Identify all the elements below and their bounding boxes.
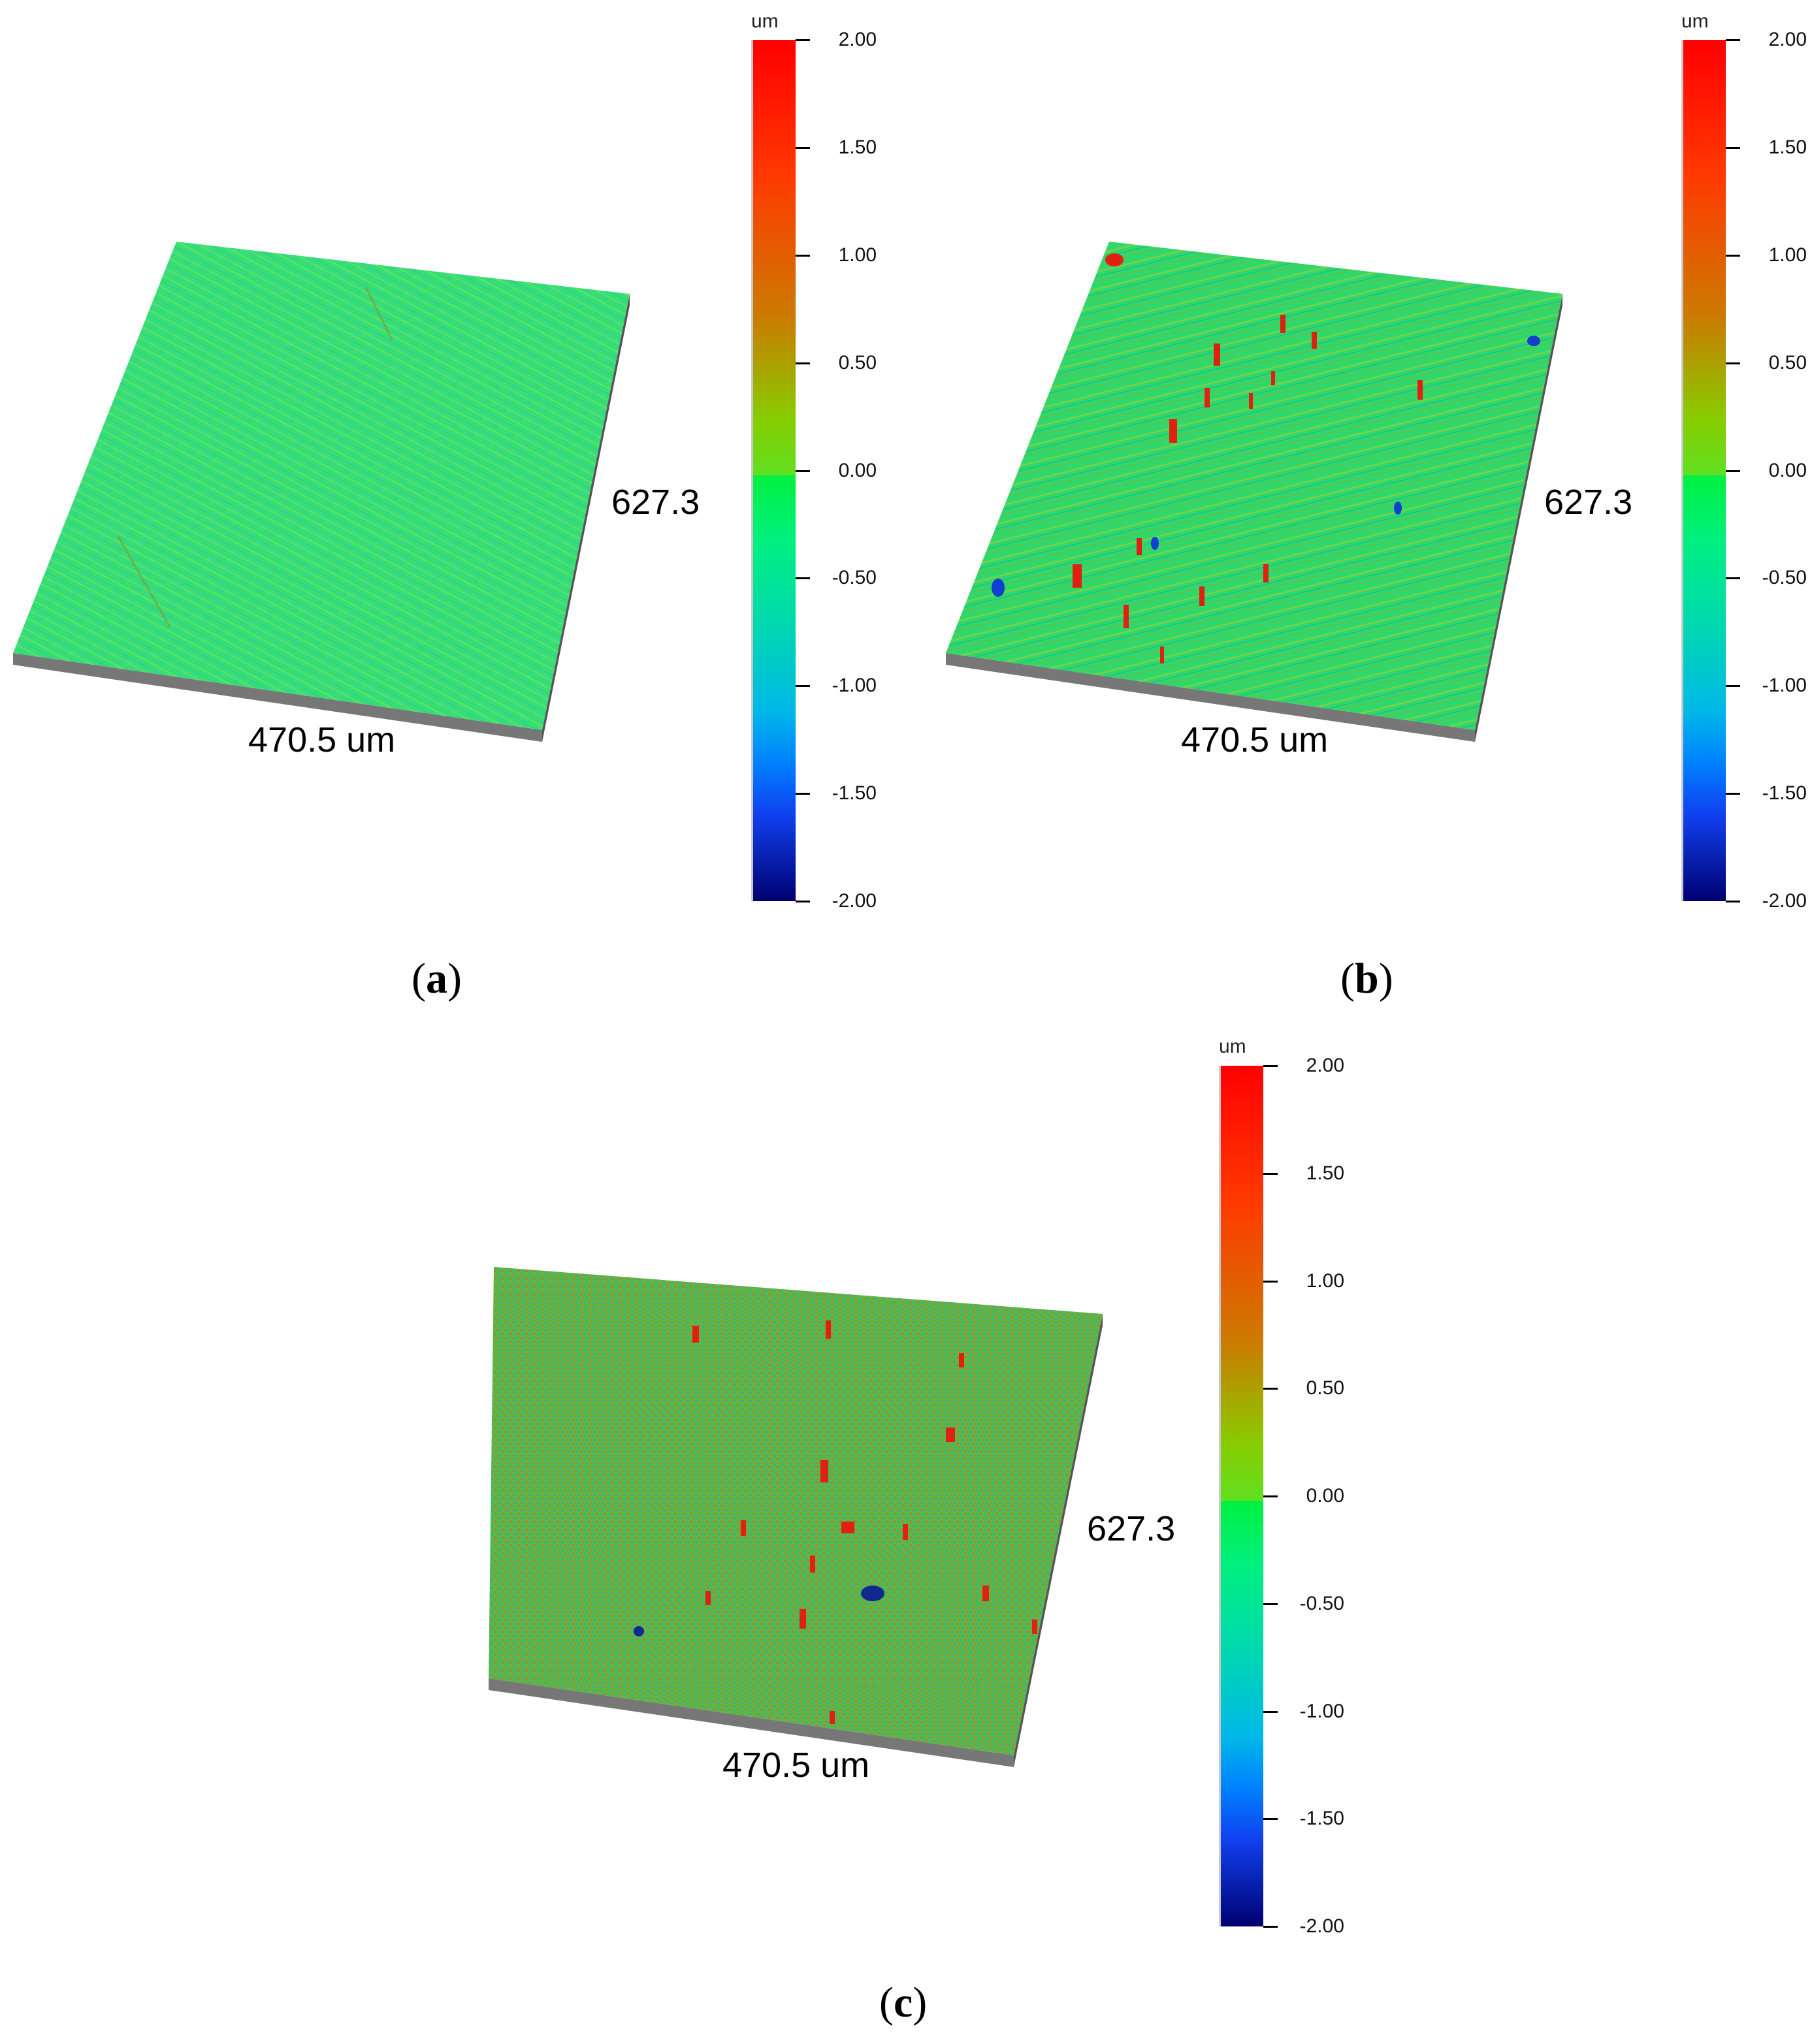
colorbar-tick bbox=[1263, 1926, 1278, 1928]
colorbar-tick bbox=[1726, 470, 1740, 472]
length-label-c: 627.3 bbox=[1087, 1509, 1176, 1548]
colorbar-tick bbox=[1726, 254, 1740, 257]
colorbar-tick-label: 1.50 bbox=[1768, 136, 1807, 158]
peaks-c bbox=[692, 1320, 1037, 1724]
colorbar-tick bbox=[1726, 685, 1740, 688]
colorbar-tick-label: 1.00 bbox=[1306, 1270, 1344, 1292]
colorbar-tick bbox=[1726, 901, 1740, 902]
colorbar-tick bbox=[796, 39, 810, 41]
width-label-a: 470.5 um bbox=[248, 720, 396, 759]
colorbar-tick bbox=[1263, 1065, 1278, 1067]
colorbar-tick-label: -1.00 bbox=[832, 675, 877, 697]
colorbar-tick-label: 1.00 bbox=[1768, 244, 1807, 266]
caption-a: (a) bbox=[412, 955, 462, 1002]
colorbar-tick-label: -1.50 bbox=[1762, 782, 1807, 805]
colorbar-tick-label: 0.50 bbox=[1306, 1377, 1344, 1399]
colorbar-tick bbox=[1263, 1603, 1278, 1605]
caption-c: (c) bbox=[879, 1979, 928, 2026]
colorbar-tick-label: -0.50 bbox=[1299, 1592, 1344, 1614]
colorbar-tick bbox=[1726, 577, 1740, 580]
colorbar-tick bbox=[796, 685, 810, 688]
width-label-b: 470.5 um bbox=[1181, 720, 1329, 759]
width-label-c: 470.5 um bbox=[722, 1746, 870, 1785]
colorbar-tick-label: -1.50 bbox=[1299, 1808, 1344, 1830]
colorbar-tick-label: 1.00 bbox=[838, 244, 877, 266]
colorbar-tick-label: 2.00 bbox=[838, 29, 877, 50]
caption-b: (b) bbox=[1340, 955, 1393, 1002]
colorbar-tick bbox=[1263, 1388, 1278, 1390]
peaks-b bbox=[1073, 253, 1423, 663]
colorbar-tick-label: -2.00 bbox=[832, 890, 877, 912]
colorbar-tick-label: -2.00 bbox=[1299, 1915, 1344, 1937]
colorbar-tick-label: 1.50 bbox=[838, 136, 877, 158]
colorbar-unit-b: um bbox=[1681, 10, 1709, 32]
colorbar-tick bbox=[796, 470, 810, 472]
colorbar-tick bbox=[1263, 1818, 1278, 1821]
colorbar-tick-label: 2.00 bbox=[1306, 1055, 1344, 1076]
colorbar-tick-label: 0.00 bbox=[1768, 459, 1807, 481]
colorbar-tick-label: -1.50 bbox=[832, 782, 877, 805]
colorbar-tick-label: -0.50 bbox=[1762, 567, 1807, 589]
colorbar-tick-label: -1.00 bbox=[1299, 1700, 1344, 1722]
colorbar-tick bbox=[1263, 1172, 1278, 1175]
colorbar-tick-label: -1.00 bbox=[1762, 675, 1807, 697]
colorbar-tick-label: 1.50 bbox=[1306, 1162, 1344, 1184]
colorbar-tick bbox=[796, 254, 810, 257]
colorbar-tick-label: 0.50 bbox=[1768, 351, 1807, 374]
colorbar-tick-label: 0.00 bbox=[1306, 1485, 1344, 1507]
colorbar-tick-label: 0.50 bbox=[838, 351, 877, 374]
colorbar-tick bbox=[1726, 362, 1740, 364]
colorbar-tick-label: -2.00 bbox=[1762, 890, 1807, 912]
colorbar-tick bbox=[1726, 793, 1740, 795]
colorbar-tick-label: 2.00 bbox=[1768, 29, 1807, 50]
colorbar-tick bbox=[1726, 146, 1740, 149]
colorbar-tick-label: -0.50 bbox=[832, 567, 877, 589]
colorbar-tick bbox=[796, 146, 810, 149]
colorbar-c bbox=[1219, 1066, 1263, 1926]
pits-c bbox=[634, 1586, 884, 1637]
colorbar-unit-c: um bbox=[1219, 1036, 1246, 1057]
colorbar-tick-label: 0.00 bbox=[838, 459, 877, 481]
colorbar-tick bbox=[1263, 1495, 1278, 1497]
colorbar-tick bbox=[796, 793, 810, 795]
length-label-b: 627.3 bbox=[1544, 483, 1633, 522]
length-label-a: 627.3 bbox=[611, 483, 700, 522]
colorbar-b bbox=[1681, 40, 1726, 901]
colorbar-tick bbox=[1263, 1710, 1278, 1713]
colorbar-tick bbox=[796, 901, 810, 902]
colorbar-tick bbox=[1263, 1280, 1278, 1283]
colorbar-tick bbox=[1726, 39, 1740, 41]
colorbar-unit-a: um bbox=[751, 10, 779, 32]
colorbar-tick bbox=[796, 362, 810, 364]
colorbar-a bbox=[751, 40, 796, 901]
colorbar-tick bbox=[796, 577, 810, 580]
pits-b bbox=[992, 336, 1540, 597]
